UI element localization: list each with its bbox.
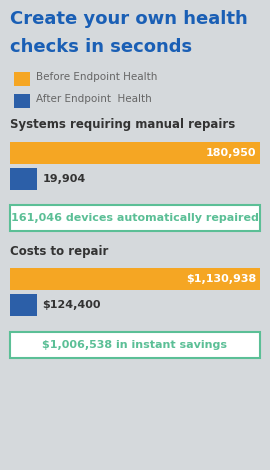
Bar [14, 94, 30, 108]
Text: $1,130,938: $1,130,938 [186, 274, 256, 284]
Text: $1,006,538 in instant savings: $1,006,538 in instant savings [42, 340, 228, 350]
Text: Before Endpoint Health: Before Endpoint Health [36, 72, 157, 82]
Text: $124,400: $124,400 [42, 300, 101, 310]
Text: After Endpoint  Health: After Endpoint Health [36, 94, 152, 104]
Text: checks in seconds: checks in seconds [10, 38, 192, 56]
Bar [10, 294, 38, 316]
Bar [10, 268, 260, 290]
Text: 161,046 devices automatically repaired: 161,046 devices automatically repaired [11, 213, 259, 223]
Bar [10, 205, 260, 231]
Bar [10, 142, 260, 164]
Text: Systems requiring manual repairs: Systems requiring manual repairs [10, 118, 235, 131]
Bar [10, 332, 260, 358]
Text: Create your own health: Create your own health [10, 10, 248, 28]
Bar [14, 72, 30, 86]
Text: 19,904: 19,904 [42, 174, 86, 184]
Text: 180,950: 180,950 [205, 148, 256, 158]
Text: Costs to repair: Costs to repair [10, 245, 108, 258]
Bar [10, 168, 38, 190]
